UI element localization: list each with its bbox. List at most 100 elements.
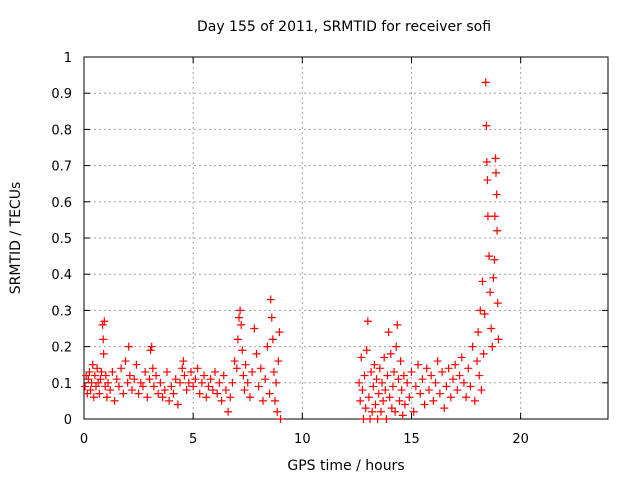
data-point [160,386,169,395]
data-point [482,157,491,166]
data-point [400,400,409,409]
data-point [442,382,451,391]
data-point [146,346,155,355]
data-point [230,357,239,366]
data-point [88,360,97,369]
data-point [490,212,499,221]
data-point [431,378,440,387]
data-point [89,393,98,402]
data-point [466,382,475,391]
data-point [435,389,444,398]
data-point [211,367,219,376]
data-point [416,389,425,398]
y-tick-label: 0.6 [51,196,72,211]
data-point [453,386,462,395]
data-point [125,371,134,380]
data-point [386,349,395,358]
data-point [424,386,433,395]
data-point [94,378,103,387]
data-point [236,306,245,315]
data-point [357,353,366,362]
x-tick-label: 5 [189,432,197,447]
data-point [186,367,195,376]
data-point [393,320,402,329]
data-point [97,367,106,376]
data-point [232,364,241,373]
data-point [250,324,259,333]
data-point [235,313,244,322]
data-point [493,226,502,235]
data-point [267,313,276,322]
data-point [429,396,438,405]
data-point [104,378,113,387]
data-point [148,364,157,373]
y-tick-label: 0.9 [51,87,72,102]
data-point [376,407,385,416]
data-point [448,375,457,384]
data-point [355,378,364,387]
data-point [364,393,373,402]
data-point [141,367,150,376]
data-point [464,364,473,373]
y-tick-label: 0 [64,413,72,428]
data-point [239,371,248,380]
data-point [370,360,379,369]
data-point [362,346,371,355]
data-point [93,364,102,373]
data-point [238,346,247,355]
data-point [455,371,464,380]
data-point [101,371,110,380]
data-point [485,252,494,261]
data-point [193,364,202,373]
data-point [479,349,488,358]
data-point [387,404,396,413]
data-point [487,324,496,333]
data-point [84,375,93,384]
data-point [473,357,481,366]
data-point [271,396,280,405]
y-tick-label: 0.4 [51,268,72,283]
data-point [173,400,182,409]
data-point [119,389,128,398]
data-point [476,306,485,315]
data-point [189,382,198,391]
data-point [367,367,376,376]
y-tick-label: 0.8 [51,123,72,138]
y-tick-labels: 0 0.1 0.2 0.3 0.4 0.5 0.6 0.7 0.8 0.9 1 [51,51,72,428]
y-tick-label: 0.1 [51,377,72,392]
data-point [446,393,455,402]
data-point [254,382,263,391]
data-point [273,407,282,416]
data-point [147,342,156,351]
data-point [90,371,99,380]
data-point [215,378,224,387]
data-point [398,411,407,420]
data-point [224,407,233,416]
data-point [477,386,486,395]
x-tick-label: 20 [512,432,529,447]
y-tick-label: 0.7 [51,160,72,175]
data-point [152,371,161,380]
data-point [444,364,453,373]
data-point [418,375,427,384]
data-point [366,415,375,423]
data-point [156,378,165,387]
data-point [266,295,275,304]
data-point [491,154,500,163]
data-point [191,375,200,384]
data-point [256,364,265,373]
data-point [128,386,137,395]
data-point [276,415,285,423]
data-point [409,407,418,416]
data-point [494,335,503,344]
data-point [138,382,147,391]
data-point [395,396,404,405]
data-point [197,378,206,387]
data-point [179,357,188,366]
data-point [136,378,145,387]
data-point [388,382,397,391]
data-point [99,349,108,358]
data-point [178,364,187,373]
data-point [206,375,215,384]
data-point [243,378,252,387]
